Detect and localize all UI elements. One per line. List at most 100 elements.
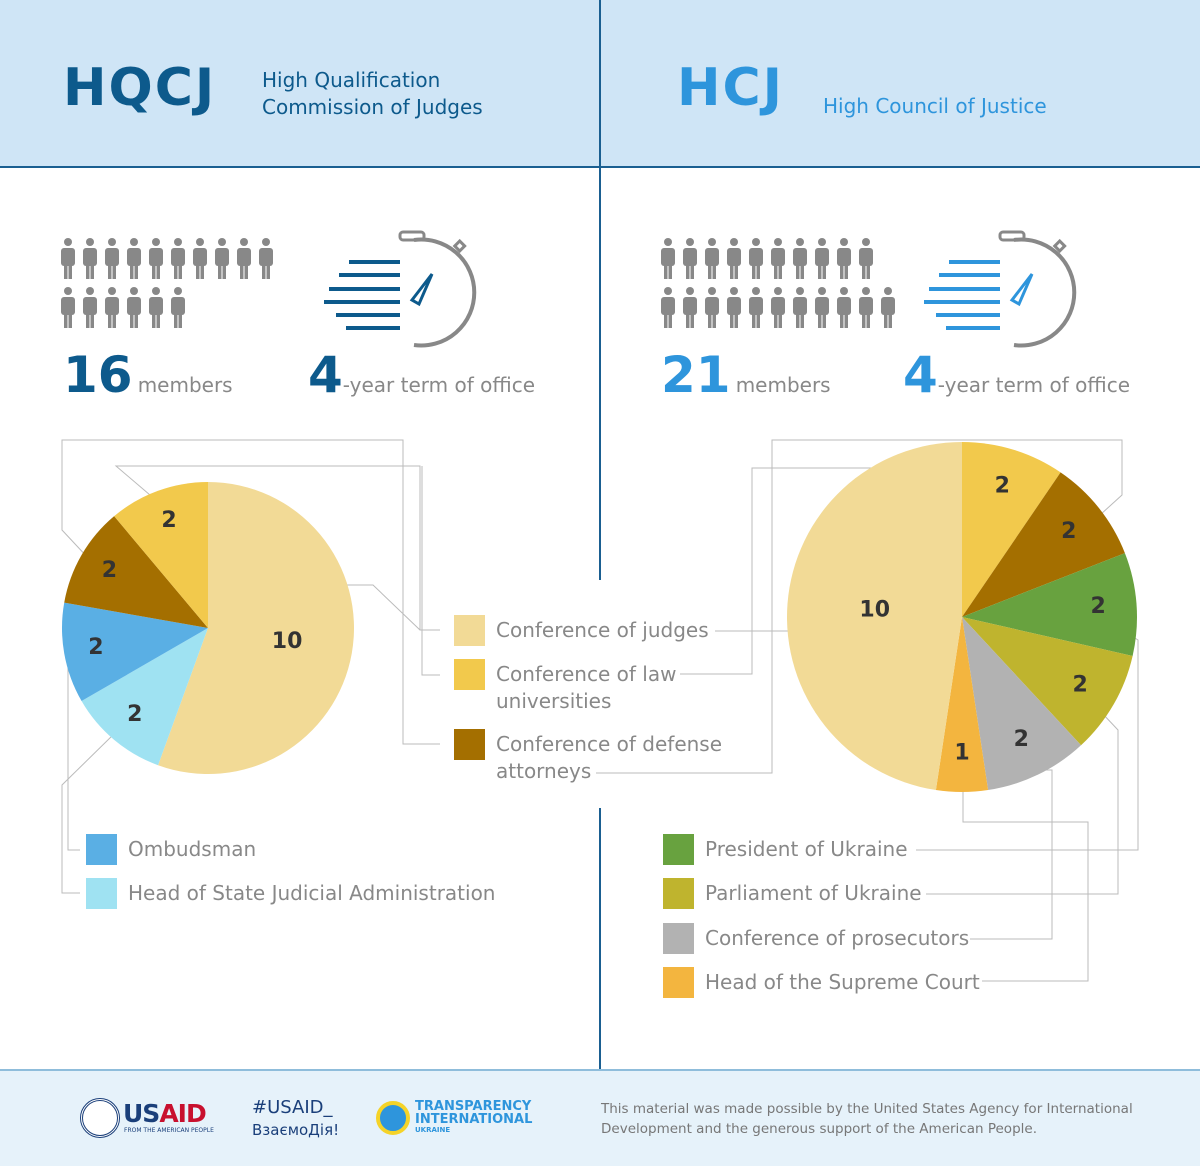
hqcj-name: High Qualification Commission of Judges bbox=[262, 67, 483, 121]
leader-line bbox=[421, 466, 440, 676]
footer bbox=[0, 1069, 1200, 1166]
legend-ombudsman: Ombudsman bbox=[128, 837, 257, 861]
legend-judges: Conference of judges bbox=[496, 617, 715, 644]
person-icon bbox=[881, 287, 895, 328]
leader-line bbox=[962, 765, 1089, 982]
person-icon bbox=[727, 287, 741, 328]
legend-swatch-defense bbox=[454, 729, 485, 760]
legend-text: universities bbox=[496, 689, 612, 713]
leader-line bbox=[61, 439, 440, 745]
stopwatch-icon bbox=[924, 230, 1077, 348]
pie-label-ombudsman: 2 bbox=[88, 635, 103, 660]
person-icon bbox=[683, 287, 697, 328]
disclaimer-line: Development and the generous support of … bbox=[601, 1121, 1037, 1137]
pie-label-parliament: 2 bbox=[1073, 672, 1088, 697]
pie-slice-sja bbox=[81, 628, 208, 766]
legend-text: Conference of law bbox=[496, 662, 677, 686]
pie-slice-parliament bbox=[962, 617, 1133, 746]
legend-prosecutors: Conference of prosecutors bbox=[705, 926, 970, 950]
pie-hcj: 2 2 2 2 2 1 10 bbox=[787, 442, 1137, 792]
usaid-logo: USAID bbox=[123, 1099, 207, 1128]
pie-label-prosecutors: 2 bbox=[1014, 727, 1029, 752]
person-icon bbox=[771, 238, 785, 279]
hqcj-name-line1: High Qualification bbox=[262, 68, 441, 92]
person-icon bbox=[61, 287, 75, 328]
pie-label-judges: 10 bbox=[859, 597, 890, 622]
legend-sja: Head of State Judicial Administration bbox=[128, 881, 496, 905]
legend-swatch-judges bbox=[454, 615, 485, 646]
term-number: 4 bbox=[903, 346, 938, 404]
hcj-members: 21 members bbox=[661, 346, 831, 404]
term-number: 4 bbox=[308, 346, 343, 404]
person-icon bbox=[815, 238, 829, 279]
person-icon bbox=[193, 238, 207, 279]
hashtag-line: ВзаємоДія! bbox=[252, 1121, 340, 1139]
pie-label-president: 2 bbox=[1090, 594, 1105, 619]
divider bbox=[599, 808, 601, 1070]
ti-text: TRANSPARENCY bbox=[415, 1099, 532, 1114]
hqcj-term: 4-year term of office bbox=[308, 346, 535, 404]
legend-text: attorneys bbox=[496, 759, 592, 783]
person-icon bbox=[127, 238, 141, 279]
pie-slice-judges bbox=[158, 482, 354, 775]
leader-line bbox=[596, 439, 1123, 774]
legend-swatch-prosecutors bbox=[663, 923, 694, 954]
pie-slice-law_univ bbox=[114, 482, 208, 628]
person-icon bbox=[793, 287, 807, 328]
person-icon bbox=[749, 238, 763, 279]
person-icon bbox=[837, 238, 851, 279]
leader-line bbox=[114, 465, 440, 631]
person-icon bbox=[661, 238, 675, 279]
pie-label-defense: 2 bbox=[1061, 519, 1076, 544]
usaid-seal-icon bbox=[80, 1098, 120, 1138]
hqcj-name-line2: Commission of Judges bbox=[262, 95, 483, 119]
person-icon bbox=[83, 238, 97, 279]
leader-line bbox=[61, 732, 116, 894]
term-label: -year term of office bbox=[937, 373, 1131, 397]
person-icon bbox=[83, 287, 97, 328]
hcj-name: High Council of Justice bbox=[823, 94, 1047, 118]
disclaimer-line: This material was made possible by the U… bbox=[601, 1101, 1133, 1117]
person-icon bbox=[127, 287, 141, 328]
legend-swatch-supreme-court bbox=[663, 967, 694, 998]
hcj-abbr: HCJ bbox=[677, 58, 785, 118]
members-count: 16 bbox=[63, 346, 133, 404]
transparency-logo-icon bbox=[376, 1101, 410, 1135]
person-icon bbox=[705, 238, 719, 279]
person-icon bbox=[859, 238, 873, 279]
pie-slice-judges bbox=[787, 442, 962, 791]
legend-law-universities: Conference of law universities bbox=[496, 661, 676, 715]
person-icon bbox=[837, 287, 851, 328]
hcj-term: 4-year term of office bbox=[903, 346, 1130, 404]
transparency-logo: TRANSPARENCY INTERNATIONAL UKRAINE bbox=[415, 1100, 532, 1135]
term-label: -year term of office bbox=[342, 373, 536, 397]
person-icon bbox=[61, 238, 75, 279]
legend-text: Conference of defense bbox=[496, 732, 723, 756]
hqcj-members: 16 members bbox=[63, 346, 233, 404]
person-icon bbox=[661, 287, 675, 328]
person-icon bbox=[259, 238, 273, 279]
pie-hqcj: 10 2 2 2 2 bbox=[61, 482, 354, 775]
person-icon bbox=[771, 287, 785, 328]
person-icon bbox=[749, 287, 763, 328]
person-icon bbox=[171, 287, 185, 328]
members-label: members bbox=[735, 373, 831, 397]
pie-slice-prosecutors bbox=[962, 617, 1082, 791]
legend-president: President of Ukraine bbox=[705, 837, 908, 861]
legend-defense: Conference of defense attorneys bbox=[496, 731, 722, 785]
members-count: 21 bbox=[661, 346, 731, 404]
pie-label-supreme: 1 bbox=[954, 741, 969, 766]
members-label: members bbox=[137, 373, 233, 397]
pie-slice-president bbox=[962, 553, 1137, 656]
legend-parliament: Parliament of Ukraine bbox=[705, 881, 922, 905]
person-icon bbox=[793, 238, 807, 279]
legend-swatch-sja bbox=[86, 878, 117, 909]
stopwatch-icon bbox=[324, 230, 477, 348]
person-icon bbox=[859, 287, 873, 328]
hashtag: #USAID_ ВзаємоДія! bbox=[252, 1096, 339, 1142]
ti-text: UKRAINE bbox=[415, 1126, 451, 1134]
person-icon bbox=[149, 238, 163, 279]
pie-slice-defense bbox=[64, 516, 208, 628]
person-icon bbox=[171, 238, 185, 279]
